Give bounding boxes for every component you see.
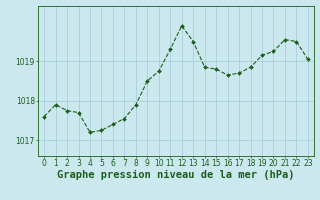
X-axis label: Graphe pression niveau de la mer (hPa): Graphe pression niveau de la mer (hPa): [57, 170, 295, 180]
